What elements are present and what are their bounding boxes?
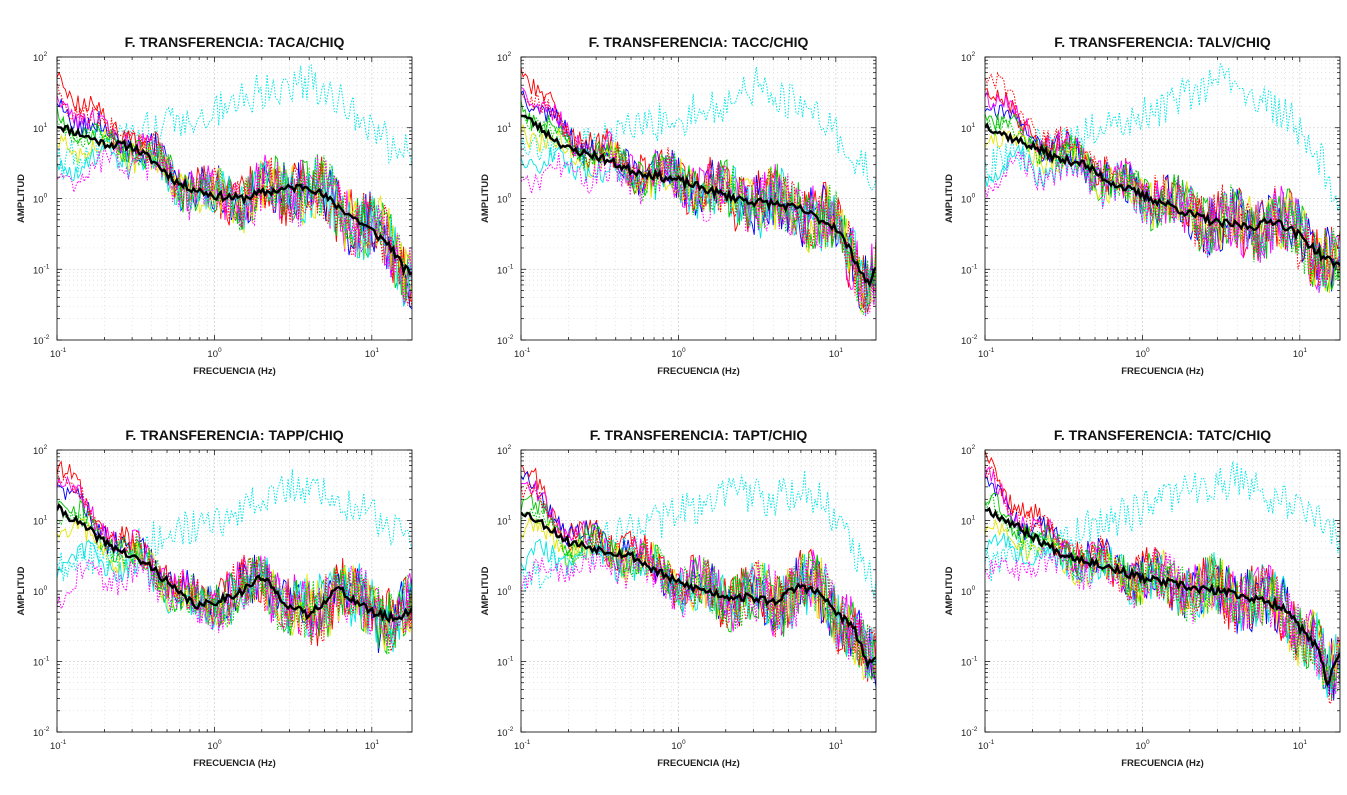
x-axis-label: FRECUENCIA (Hz) bbox=[657, 366, 740, 377]
chart-title: F. TRANSFERENCIA: TALV/CHIQ bbox=[1054, 34, 1271, 50]
series-green-dotted bbox=[521, 506, 876, 677]
chart-title: F. TRANSFERENCIA: TACA/CHIQ bbox=[125, 34, 345, 50]
axis-ticks bbox=[56, 449, 412, 733]
series-red-dotted bbox=[985, 71, 1340, 287]
axis-ticks bbox=[56, 56, 412, 341]
series-blue bbox=[57, 99, 412, 310]
y-axis-label: AMPLITUD bbox=[16, 566, 27, 615]
series-red bbox=[57, 71, 412, 302]
series-magenta-dotted bbox=[985, 545, 1340, 694]
series-red-dotted bbox=[985, 463, 1340, 705]
series-mean bbox=[521, 114, 876, 289]
series-mean bbox=[57, 503, 412, 624]
series-mean bbox=[985, 122, 1340, 270]
series-cyan-dotted bbox=[57, 469, 412, 582]
y-axis-label: AMPLITUD bbox=[944, 174, 955, 223]
chart-title: F. TRANSFERENCIA: TAPT/CHIQ bbox=[590, 427, 808, 443]
x-axis-label: FRECUENCIA (Hz) bbox=[1121, 366, 1204, 377]
series-red-dotted bbox=[57, 466, 412, 653]
series-green-dotted bbox=[57, 508, 412, 655]
series-cyan-dotted bbox=[57, 63, 412, 180]
series-lines bbox=[57, 460, 412, 655]
chart-title: F. TRANSFERENCIA: TACC/CHIQ bbox=[589, 34, 809, 50]
y-axis-label: AMPLITUD bbox=[16, 174, 27, 223]
chart-title: F. TRANSFERENCIA: TAPP/CHIQ bbox=[125, 427, 343, 443]
series-green-dotted bbox=[985, 494, 1340, 694]
x-axis-label: FRECUENCIA (Hz) bbox=[193, 366, 276, 377]
series-cyan-dotted bbox=[985, 461, 1340, 582]
series-magenta-dotted bbox=[985, 149, 1340, 293]
series-magenta-dotted bbox=[57, 556, 412, 647]
series-lines bbox=[985, 450, 1340, 705]
axis-ticks bbox=[520, 56, 876, 341]
axis-ticks bbox=[984, 449, 1340, 733]
y-axis-label: AMPLITUD bbox=[944, 566, 955, 615]
series-lines bbox=[521, 66, 876, 317]
series-mean bbox=[985, 506, 1340, 688]
series-magenta-dotted bbox=[521, 149, 876, 317]
series-yellow bbox=[521, 517, 876, 683]
series-mean bbox=[57, 124, 412, 277]
axis-ticks bbox=[984, 56, 1340, 341]
x-axis-label: FRECUENCIA (Hz) bbox=[193, 758, 276, 769]
x-axis-label: FRECUENCIA (Hz) bbox=[1121, 758, 1204, 769]
axis-ticks bbox=[520, 449, 876, 733]
series-red bbox=[985, 450, 1340, 687]
chart-title: F. TRANSFERENCIA: TATC/CHIQ bbox=[1054, 427, 1271, 443]
series-lines bbox=[521, 465, 876, 688]
series-lines bbox=[57, 63, 412, 310]
y-axis-label: AMPLITUD bbox=[480, 174, 491, 223]
y-axis-label: AMPLITUD bbox=[480, 566, 491, 615]
series-mean bbox=[521, 511, 876, 671]
x-axis-label: FRECUENCIA (Hz) bbox=[657, 758, 740, 769]
series-magenta bbox=[521, 480, 876, 680]
series-lines bbox=[985, 62, 1340, 294]
